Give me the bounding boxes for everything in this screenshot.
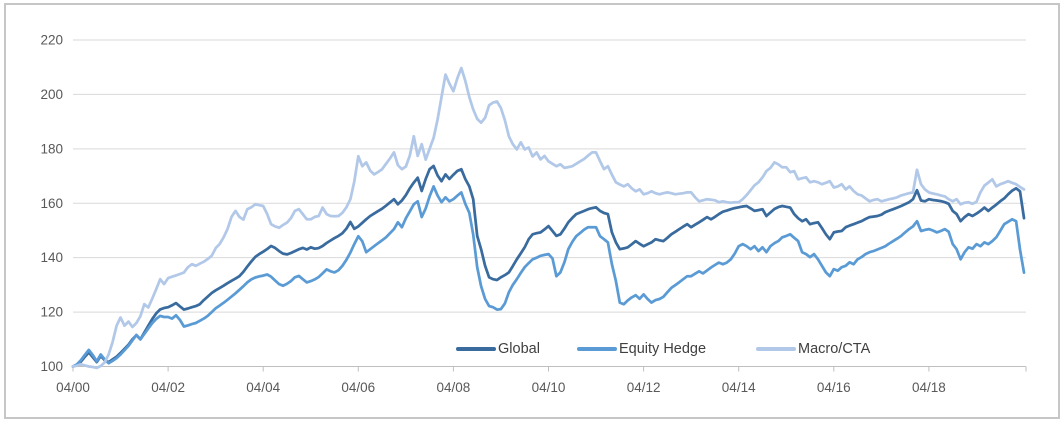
y-axis-label: 220 bbox=[40, 33, 63, 48]
x-axis-label: 04/12 bbox=[627, 380, 661, 395]
series-line-macro-cta bbox=[71, 66, 1026, 370]
legend-item-global: Global bbox=[456, 337, 540, 361]
legend-label-macro-cta: Macro/CTA bbox=[798, 341, 871, 357]
legend-label-equity-hedge: Equity Hedge bbox=[619, 341, 707, 357]
legend-label-global: Global bbox=[498, 341, 540, 357]
x-axis-label: 04/18 bbox=[912, 380, 946, 395]
y-axis-label: 120 bbox=[40, 305, 63, 320]
legend-item-equity-hedge: Equity Hedge bbox=[577, 337, 706, 361]
series-line-global bbox=[71, 164, 1026, 368]
x-axis-label: 04/10 bbox=[532, 380, 566, 395]
y-axis-label: 200 bbox=[40, 87, 63, 102]
legend-swatch-global bbox=[456, 346, 496, 352]
y-axis-label: 100 bbox=[40, 359, 63, 374]
y-axis-label: 180 bbox=[40, 141, 63, 156]
legend-swatch-macro-cta bbox=[756, 346, 796, 352]
x-axis-label: 04/08 bbox=[437, 380, 471, 395]
y-axis-label: 160 bbox=[40, 196, 63, 211]
x-axis-label: 04/16 bbox=[817, 380, 851, 395]
y-axis-label: 140 bbox=[40, 250, 63, 265]
x-axis-label: 04/04 bbox=[246, 380, 280, 395]
series-line-equity-hedge bbox=[71, 185, 1026, 368]
legend-swatch-equity-hedge bbox=[577, 346, 617, 352]
legend-item-macro-cta: Macro/CTA bbox=[756, 337, 870, 361]
chart-legend: Global Equity Hedge Macro/CTA bbox=[0, 337, 1063, 361]
x-axis-label: 04/06 bbox=[341, 380, 375, 395]
x-axis-label: 04/02 bbox=[151, 380, 185, 395]
x-axis-label: 04/00 bbox=[56, 380, 90, 395]
x-axis-label: 04/14 bbox=[722, 380, 756, 395]
